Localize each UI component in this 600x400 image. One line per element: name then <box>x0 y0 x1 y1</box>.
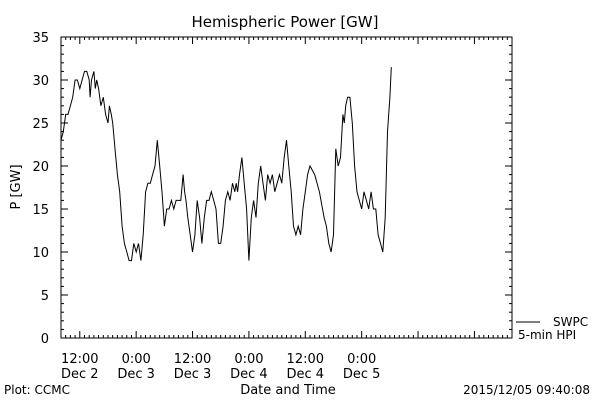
y-tick-label: 10 <box>32 246 49 261</box>
x-tick-label-time: 12:00 <box>61 352 98 367</box>
y-tick-label: 25 <box>32 117 49 132</box>
x-tick-label-date: Dec 4 <box>287 367 325 382</box>
y-tick-label: 35 <box>32 31 49 46</box>
x-tick-label-date: Dec 2 <box>61 367 99 382</box>
y-tick-label: 5 <box>41 289 49 304</box>
x-tick-label-time: 12:00 <box>287 352 324 367</box>
legend-entry-swpc: SWPC <box>553 315 588 329</box>
y-tick-label: 0 <box>41 332 49 347</box>
x-tick-label-date: Dec 4 <box>230 367 268 382</box>
y-axis-ticks: 0 5 10 15 20 25 30 35 <box>32 31 512 347</box>
x-tick-label-date: Dec 3 <box>117 367 155 382</box>
legend-entry-hpi: 5-min HPI <box>518 328 576 342</box>
y-tick-label: 20 <box>32 160 49 175</box>
chart-title: Hemispheric Power [GW] <box>192 13 379 31</box>
series-line-swpc <box>60 67 392 262</box>
plot-timestamp: 2015/12/05 09:40:08 <box>463 383 590 397</box>
plot-credit: Plot: CCMC <box>4 383 70 397</box>
x-tick-label-date: Dec 5 <box>343 367 381 382</box>
x-tick-label-time: 0:00 <box>122 352 151 367</box>
plot-area-frame <box>60 36 513 339</box>
y-axis-label: P [GW] <box>9 164 24 209</box>
y-tick-label: 30 <box>32 74 49 89</box>
x-tick-label-time: 0:00 <box>234 352 263 367</box>
x-tick-label-date: Dec 3 <box>174 367 212 382</box>
x-tick-label-time: 0:00 <box>347 352 376 367</box>
x-tick-label-time: 12:00 <box>174 352 211 367</box>
y-tick-label: 15 <box>32 203 49 218</box>
x-axis-label: Date and Time <box>240 383 336 398</box>
